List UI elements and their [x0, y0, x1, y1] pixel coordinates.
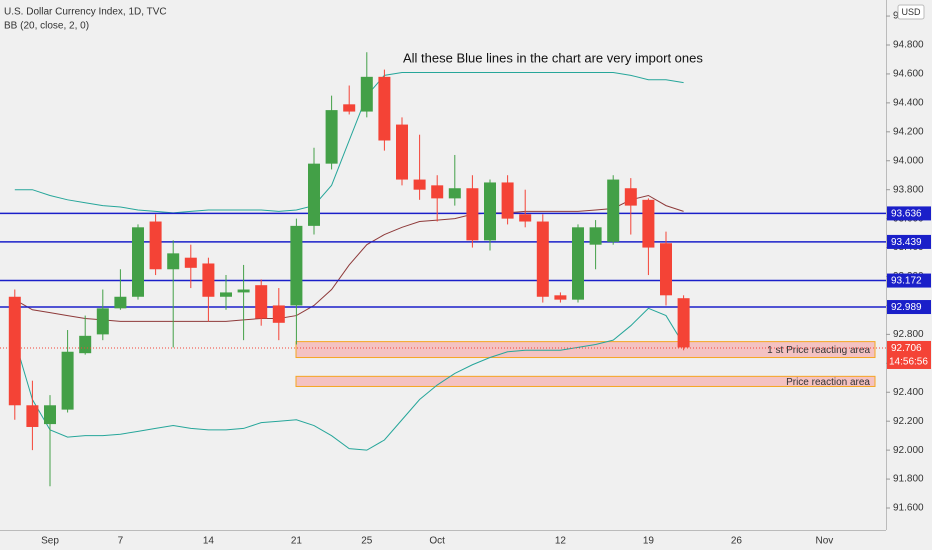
candle-body: [343, 104, 356, 112]
candle-body: [96, 308, 109, 335]
zone-label: Price reaction area: [786, 377, 870, 388]
candle-body: [149, 221, 162, 270]
last-price-tag: [887, 340, 931, 369]
candle-body: [79, 335, 92, 354]
zone: [295, 341, 876, 359]
y-tick-label: 94.400: [893, 98, 924, 109]
candle-body: [202, 263, 215, 297]
annotation: All these Blue lines in the chart are ve…: [403, 50, 703, 65]
candle-body: [272, 305, 285, 323]
currency-label[interactable]: USD: [901, 7, 921, 17]
candle-body: [132, 227, 144, 297]
axes: 91.60091.80092.00092.20092.40092.60092.8…: [41, 11, 931, 547]
x-tick-label: Nov: [816, 536, 834, 547]
candle-body: [290, 225, 303, 306]
candle-body: [114, 296, 127, 309]
candle-body: [554, 295, 567, 300]
candle-body: [431, 185, 444, 199]
y-tick-label: 94.600: [893, 69, 924, 80]
x-tick-label: 14: [203, 536, 215, 547]
candle-body: [448, 188, 461, 199]
level-tag: [887, 300, 931, 315]
candle-body: [8, 296, 21, 406]
y-tick-label: 92.800: [893, 329, 924, 340]
candle-body: [519, 214, 532, 222]
candle-body: [660, 243, 672, 296]
level-tag: [887, 273, 931, 288]
candle-body: [360, 76, 373, 112]
x-tick-label: 7: [118, 536, 124, 547]
candle-body: [624, 188, 637, 206]
level-tag-label: 93.636: [891, 209, 922, 220]
candle-body: [61, 351, 74, 410]
zone-label: 1 st Price reacting area: [767, 345, 870, 356]
candle-body: [237, 289, 250, 293]
y-tick-label: 94.000: [893, 155, 924, 166]
x-tick-label: Oct: [429, 536, 445, 547]
candle-body: [26, 405, 39, 427]
bollinger-band: [14, 194, 684, 322]
y-tick-label: 91.600: [893, 503, 924, 514]
x-tick-label: 26: [731, 536, 743, 547]
candle-body: [167, 253, 180, 270]
candle-body: [184, 257, 197, 268]
candle-body: [501, 182, 514, 219]
candle-body: [589, 227, 602, 245]
candle-body: [466, 188, 479, 241]
x-tick-label: 25: [361, 536, 373, 547]
y-tick-label: 92.400: [893, 387, 924, 398]
level-tag-label: 93.439: [891, 237, 922, 248]
level-tag-label: 93.172: [891, 276, 922, 287]
candle-body: [642, 199, 655, 248]
plot-area: 1 st Price reacting area Price reaction a…: [0, 52, 886, 487]
x-tick-label: 19: [643, 536, 655, 547]
bollinger-band: [14, 71, 684, 214]
indicator-label: BB (20, close, 2, 0): [4, 21, 89, 32]
countdown-label: 14:56:56: [889, 357, 928, 368]
candle-body: [308, 163, 320, 226]
y-tick-label: 94.800: [893, 40, 924, 51]
zone: [295, 375, 876, 387]
y-tick-label: 92.200: [893, 416, 924, 427]
candle-body: [255, 285, 268, 319]
bollinger-band: [14, 307, 685, 451]
level-tag-label: 92.989: [891, 302, 922, 313]
x-tick-label: 12: [555, 536, 567, 547]
candle-body: [677, 298, 690, 348]
y-tick-label: 93.800: [893, 184, 924, 195]
x-tick-label: Sep: [41, 536, 59, 547]
y-tick-label: 92.000: [893, 445, 924, 456]
candle-body: [607, 179, 620, 242]
y-tick-label: 94.200: [893, 126, 924, 137]
candle-body: [44, 405, 56, 425]
candle-body: [325, 110, 338, 164]
candle-body: [536, 221, 549, 297]
x-tick-label: 21: [291, 536, 303, 547]
candle-body: [413, 179, 426, 190]
level-tag: [887, 206, 931, 221]
level-tag: [887, 234, 931, 249]
y-tick-label: 91.800: [893, 474, 924, 485]
currency-badge[interactable]: [897, 4, 925, 20]
candle-body: [378, 76, 391, 141]
candle-body: [572, 227, 584, 300]
candle-body: [484, 182, 496, 241]
candle-body: [220, 292, 232, 297]
last-price-label: 92.706: [891, 343, 922, 354]
candle-body: [396, 124, 408, 180]
chart-title: U.S. Dollar Currency Index, 1D, TVC: [4, 7, 167, 18]
